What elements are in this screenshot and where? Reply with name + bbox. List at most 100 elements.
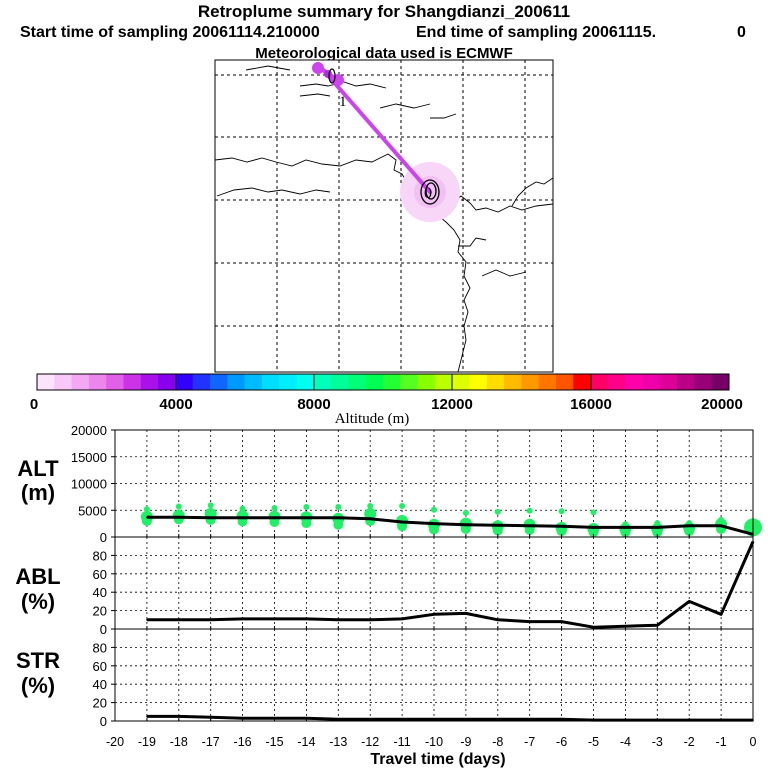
plume-blob-c xyxy=(324,70,332,78)
panel-label-unit: (%) xyxy=(21,673,55,698)
scatter-point xyxy=(429,524,439,535)
colorbar-cell xyxy=(261,374,280,390)
panel-label: ABL xyxy=(15,564,60,589)
panel-label: ALT xyxy=(17,456,59,481)
scatter-point xyxy=(524,525,535,535)
plume-overlay: 1 0 xyxy=(312,62,460,222)
scatter-point xyxy=(333,519,344,530)
line-point xyxy=(497,619,499,621)
line-point xyxy=(241,618,244,620)
colorbar-cell xyxy=(88,374,107,390)
scatter-point xyxy=(269,517,280,527)
line-point xyxy=(305,618,308,620)
colorbar-label: Altitude (m) xyxy=(335,411,410,427)
colorbar-cell xyxy=(279,374,297,390)
ytick-label: 40 xyxy=(93,677,107,692)
scatter-point xyxy=(399,503,406,509)
xtick-label: -13 xyxy=(329,735,347,749)
ytick-label: 80 xyxy=(93,548,107,563)
scatter-point xyxy=(431,506,437,513)
colorbar-cell xyxy=(140,374,159,390)
ytick-label: 40 xyxy=(93,585,107,600)
line-point xyxy=(720,525,722,527)
scatter-point xyxy=(143,506,150,513)
map-background xyxy=(214,59,554,373)
plume-day-label-1: 1 xyxy=(339,94,347,110)
scatter-point xyxy=(239,505,246,512)
scatter-point xyxy=(494,508,501,515)
colorbar-cell xyxy=(573,374,591,390)
line-point xyxy=(209,716,212,719)
colorbar-tick-label: 0 xyxy=(30,396,38,413)
scatter-point xyxy=(526,507,533,514)
scatter-point xyxy=(588,527,599,538)
colorbar-tick-label: 4000 xyxy=(159,396,192,413)
x-axis-label: Travel time (days) xyxy=(370,751,505,768)
line-point xyxy=(305,516,308,519)
colorbar-cell xyxy=(625,374,643,390)
scatter-point xyxy=(718,516,725,523)
scatter-point xyxy=(620,527,631,538)
plume-contour-1 xyxy=(328,68,336,84)
scatter-point xyxy=(175,503,182,510)
scatter-point xyxy=(301,518,312,529)
colorbar-cell xyxy=(607,374,626,390)
colorbar-tick-label: 16000 xyxy=(570,396,612,413)
ytick-label: 80 xyxy=(93,640,107,655)
line-point xyxy=(369,619,372,621)
xtick-label: -9 xyxy=(460,735,471,749)
xtick-label: -11 xyxy=(394,735,411,749)
scatter-point xyxy=(556,526,567,537)
line-point xyxy=(528,620,531,623)
colorbar-cell xyxy=(400,374,418,390)
plume-contour-0a xyxy=(420,179,440,205)
xtick-label: -1 xyxy=(716,735,727,749)
colorbar-cell xyxy=(434,374,453,390)
line-point xyxy=(656,624,659,627)
colorbar-cell xyxy=(348,374,367,390)
scatter-point xyxy=(558,508,565,515)
ytick-label: 5000 xyxy=(78,503,107,518)
colorbar-cell xyxy=(123,374,142,390)
colorbar-cell xyxy=(486,374,505,390)
panel-label: STR xyxy=(16,648,60,673)
colorbar-cell xyxy=(158,374,176,390)
scatter-point xyxy=(271,505,278,512)
line-point xyxy=(401,521,403,523)
line-point xyxy=(209,619,212,621)
line-point xyxy=(528,525,531,527)
alt-panel-line xyxy=(146,515,754,536)
line-point xyxy=(720,613,722,616)
colorbar-cell xyxy=(331,374,349,390)
ytick-label: 60 xyxy=(93,659,107,674)
scatter-point xyxy=(492,525,503,536)
panel-label-unit: (%) xyxy=(21,589,55,614)
colorbar-cell xyxy=(71,374,90,390)
colorbar-cell xyxy=(106,374,124,390)
colorbar-cell xyxy=(711,374,730,390)
line-point xyxy=(497,524,499,526)
plume-contour-0b xyxy=(425,182,437,200)
line-point xyxy=(433,613,435,616)
ytick-label: 0 xyxy=(100,622,107,637)
xtick-label: -10 xyxy=(425,735,443,749)
scatter-point xyxy=(207,502,214,509)
ytick-label: 20 xyxy=(93,696,107,711)
colorbar-cell xyxy=(383,374,401,390)
end-time-label: End time of sampling 20061115. xyxy=(416,24,657,41)
xtick-label: -7 xyxy=(524,735,535,749)
panel-label-unit: (m) xyxy=(21,480,55,505)
xtick-label: -20 xyxy=(106,735,124,749)
colorbar-cell xyxy=(452,374,470,390)
start-time-label: Start time of sampling 20061114.210000 xyxy=(20,24,320,41)
scatter-point xyxy=(652,527,663,538)
line-point xyxy=(178,619,180,621)
scatter-point xyxy=(462,509,469,516)
line-point xyxy=(560,525,563,528)
colorbar-ticks xyxy=(175,374,592,390)
colorbar-tick-label: 12000 xyxy=(431,396,473,413)
xtick-label: -2 xyxy=(684,735,695,749)
colorbar-cell xyxy=(227,374,245,390)
str-panel-line xyxy=(146,714,753,722)
